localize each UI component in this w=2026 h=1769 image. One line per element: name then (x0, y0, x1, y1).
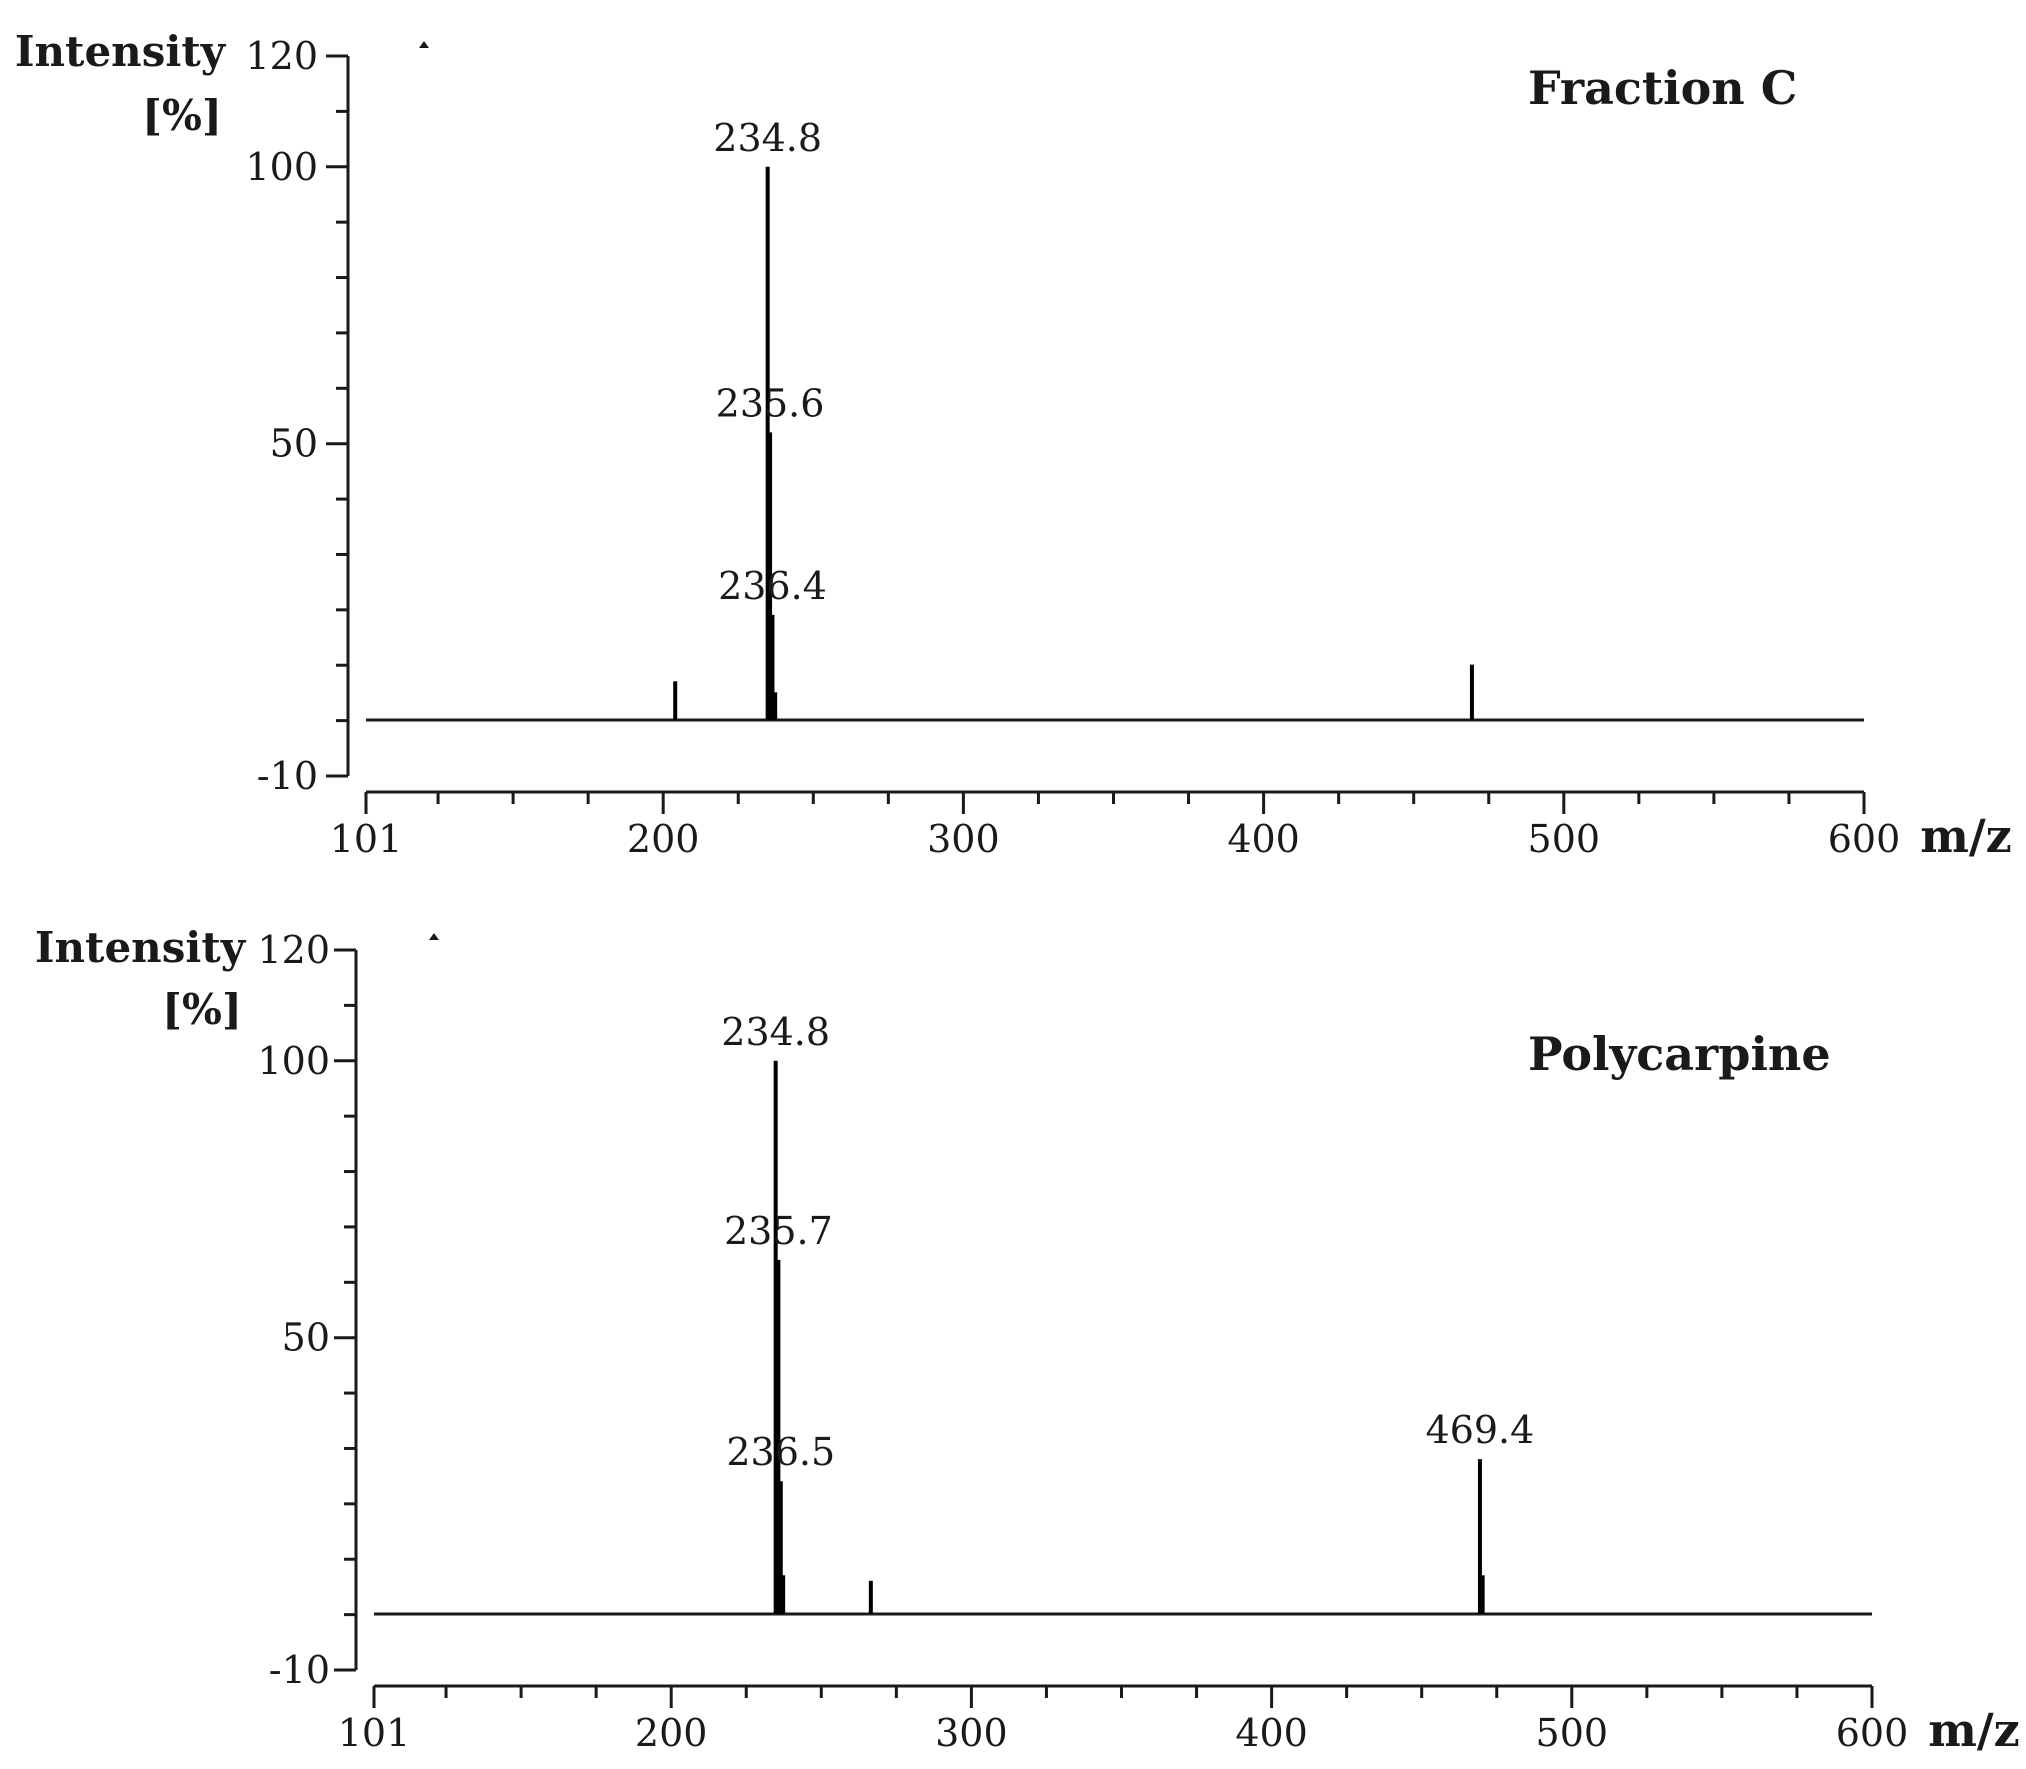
panel1-x-tick-label: 400 (1227, 817, 1300, 861)
panel2-marker-caret (429, 933, 439, 940)
panel1-x-tick-label: 101 (330, 817, 403, 861)
panel1-peak-label: 235.6 (716, 381, 825, 425)
panel2-x-tick-label: 400 (1235, 1711, 1308, 1755)
panel1-y-tick-label: 100 (245, 145, 318, 189)
panel1-x-tick-label: 300 (927, 817, 1000, 861)
panel1-x-axis-label: m/z (1920, 809, 2012, 863)
panel2-y-axis-unit: [%] (162, 985, 242, 1034)
panel2-y-tick-label: 120 (257, 928, 330, 972)
panel2-x-tick-label: 600 (1836, 1711, 1909, 1755)
panel1-x-tick-label: 600 (1828, 817, 1901, 861)
panel1-x-tick-label: 200 (627, 817, 700, 861)
panel1-x-tick-label: 500 (1528, 817, 1601, 861)
panel1-y-tick-label: 50 (270, 422, 318, 466)
panel2-peak-label: 234.8 (721, 1010, 830, 1054)
panel1-chart-title: Fraction C (1528, 61, 1797, 115)
panel2-chart-title: Polycarpine (1528, 1027, 1831, 1081)
panel2-x-tick-label: 200 (635, 1711, 708, 1755)
panel1-y-axis-unit: [%] (142, 91, 222, 140)
panel1-peak-label: 234.8 (713, 116, 822, 160)
panel2-x-axis-label: m/z (1928, 1703, 2020, 1757)
panel2-y-tick-label: 100 (257, 1039, 330, 1083)
panel1-y-axis-label: Intensity (15, 27, 227, 76)
panel2-peak-label: 235.7 (724, 1209, 833, 1253)
panel2-x-tick-label: 101 (338, 1711, 411, 1755)
panel1-y-tick-label: -10 (257, 754, 318, 798)
panel1-y-tick-label: 120 (245, 34, 318, 78)
panel1-marker-caret (419, 41, 429, 48)
panel2-y-axis-label: Intensity (35, 923, 247, 972)
panel2-y-tick-label: -10 (269, 1648, 330, 1692)
panel2-x-tick-label: 500 (1536, 1711, 1609, 1755)
panel2-peak-label: 469.4 (1426, 1408, 1535, 1452)
panel2-y-tick-label: 50 (282, 1316, 330, 1360)
panel1-peak-label: 236.4 (718, 564, 827, 608)
panel2-x-tick-label: 300 (935, 1711, 1008, 1755)
panel2-peak-label: 236.5 (726, 1430, 835, 1474)
